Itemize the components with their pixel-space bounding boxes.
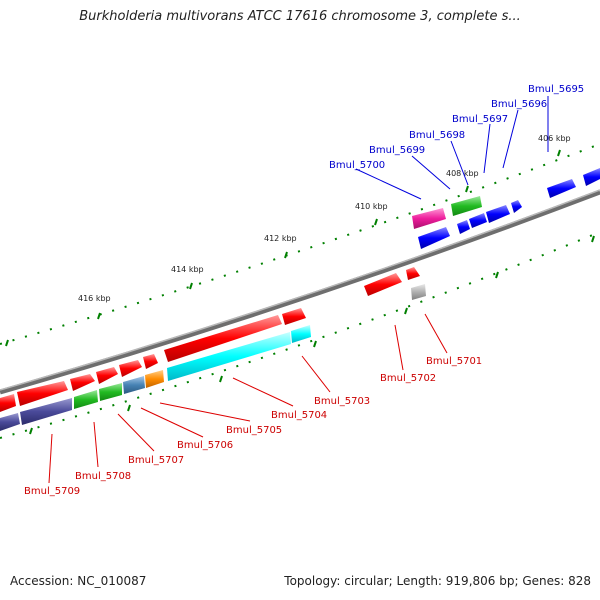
gene-feature (0, 394, 16, 412)
gene-feature (547, 179, 576, 198)
kbp-label: 416 kbp (78, 294, 111, 303)
gene-feature (96, 367, 118, 384)
kbp-tick-labels: 406 kbp 408 kbp 410 kbp 412 kbp 414 kbp … (78, 134, 571, 303)
gene-label: Bmul_5705 (226, 425, 282, 436)
kbp-label: 410 kbp (355, 202, 388, 211)
accession-text: Accession: NC_010087 (10, 574, 147, 588)
bottom-label-leaders (48, 313, 448, 484)
gene-feature (99, 383, 122, 401)
gene-feature (418, 227, 450, 249)
gene-label: Bmul_5697 (452, 114, 508, 125)
bottom-gene-labels: Bmul_5701 Bmul_5702 Bmul_5703 Bmul_5704 … (24, 356, 482, 497)
inner-major-ticks (29, 235, 595, 435)
genome-summary-text: Topology: circular; Length: 919,806 bp; … (284, 574, 591, 588)
gene-feature (583, 168, 600, 186)
map-title: Burkholderia multivorans ATCC 17616 chro… (79, 9, 521, 24)
gene-feature (20, 398, 72, 425)
gene-label: Bmul_5707 (128, 455, 184, 466)
gene-feature (364, 273, 402, 296)
gene-feature (486, 205, 510, 223)
gene-feature (411, 284, 426, 300)
gene-label: Bmul_5701 (426, 356, 482, 367)
gene-feature (74, 390, 98, 409)
gene-feature (469, 213, 487, 228)
gene-label: Bmul_5698 (409, 130, 465, 141)
gene-label: Bmul_5706 (177, 440, 233, 451)
gene-label: Bmul_5704 (271, 410, 327, 421)
gene-feature (511, 200, 522, 213)
gene-feature (17, 381, 68, 406)
upper-cluster-genes (412, 168, 600, 249)
gene-feature (167, 332, 291, 381)
gene-label: Bmul_5699 (369, 145, 425, 156)
gene-feature (291, 325, 311, 343)
gene-feature (70, 374, 95, 391)
gene-feature (123, 376, 145, 394)
kbp-label: 414 kbp (171, 265, 204, 274)
gene-feature (406, 267, 420, 280)
gene-feature (119, 360, 142, 377)
gene-feature (412, 208, 446, 229)
gene-feature (282, 308, 306, 325)
gene-label: Bmul_5696 (491, 99, 547, 110)
gene-feature (143, 354, 158, 369)
gene-label: Bmul_5703 (314, 396, 370, 407)
reverse-strand-genes (0, 284, 426, 431)
chromosome-backbone (0, 189, 600, 395)
top-gene-labels: Bmul_5695 Bmul_5696 Bmul_5697 Bmul_5698 … (329, 84, 584, 171)
kbp-label: 412 kbp (264, 234, 297, 243)
gene-label: Bmul_5708 (75, 471, 131, 482)
outer-major-ticks (5, 149, 561, 347)
gene-label: Bmul_5702 (380, 373, 436, 384)
top-label-leaders (355, 96, 549, 200)
kbp-label: 406 kbp (538, 134, 571, 143)
gene-label: Bmul_5700 (329, 160, 385, 171)
forward-strand-genes (0, 267, 420, 412)
gene-feature (145, 370, 164, 388)
gene-feature (164, 315, 282, 362)
gene-feature (0, 413, 20, 431)
gene-label: Bmul_5709 (24, 486, 80, 497)
gene-feature (457, 220, 470, 234)
gene-label: Bmul_5695 (528, 84, 584, 95)
gene-feature (451, 196, 482, 216)
kbp-label: 408 kbp (446, 169, 479, 178)
